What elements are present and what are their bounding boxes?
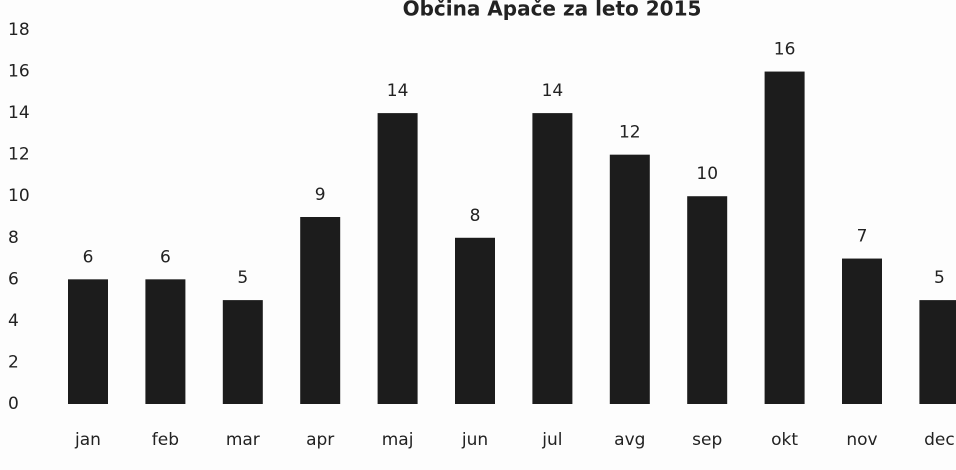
- bar: [919, 300, 956, 404]
- y-tick-label: 2: [8, 352, 19, 372]
- bar: [609, 154, 650, 404]
- data-label: 10: [696, 164, 718, 184]
- data-label: 14: [387, 81, 409, 101]
- y-tick-label: 10: [8, 186, 30, 206]
- y-tick-label: 14: [8, 103, 30, 123]
- bar: [687, 196, 728, 404]
- bar: [300, 217, 341, 404]
- bar: [764, 71, 805, 405]
- data-label: 5: [934, 268, 945, 288]
- y-tick-label: 6: [8, 269, 19, 289]
- y-tick-label: 8: [8, 228, 19, 248]
- data-label: 5: [237, 268, 248, 288]
- bar: [145, 279, 186, 404]
- y-tick-label: 12: [8, 145, 30, 165]
- x-tick-label: avg: [614, 430, 645, 450]
- bar: [532, 113, 573, 404]
- data-label: 14: [542, 81, 564, 101]
- x-tick-label: okt: [771, 430, 798, 450]
- x-tick-label: jul: [541, 430, 562, 450]
- data-label: 6: [83, 247, 94, 267]
- data-label: 9: [315, 185, 326, 205]
- bar: [455, 237, 495, 404]
- data-label: 6: [160, 247, 171, 267]
- data-label: 8: [470, 206, 481, 226]
- x-tick-label: jun: [461, 430, 488, 450]
- x-tick-label: apr: [306, 430, 334, 450]
- data-label: 16: [774, 40, 796, 60]
- bar: [842, 258, 882, 404]
- bar: [377, 113, 418, 404]
- y-tick-label: 0: [8, 394, 19, 414]
- chart-title: Občina Apače za leto 2015: [403, 0, 702, 21]
- bar: [222, 300, 263, 404]
- data-label: 7: [857, 227, 868, 247]
- y-tick-label: 16: [8, 62, 30, 82]
- x-tick-label: feb: [152, 430, 179, 450]
- x-tick-label: maj: [382, 430, 414, 450]
- x-tick-label: dec: [924, 430, 955, 450]
- y-tick-label: 4: [8, 311, 19, 331]
- data-label: 12: [619, 123, 641, 143]
- bar: [68, 279, 108, 404]
- x-tick-label: jan: [74, 430, 101, 450]
- x-tick-label: mar: [226, 430, 260, 450]
- x-tick-label: sep: [692, 430, 722, 450]
- x-tick-label: nov: [846, 430, 877, 450]
- y-tick-label: 18: [8, 20, 30, 40]
